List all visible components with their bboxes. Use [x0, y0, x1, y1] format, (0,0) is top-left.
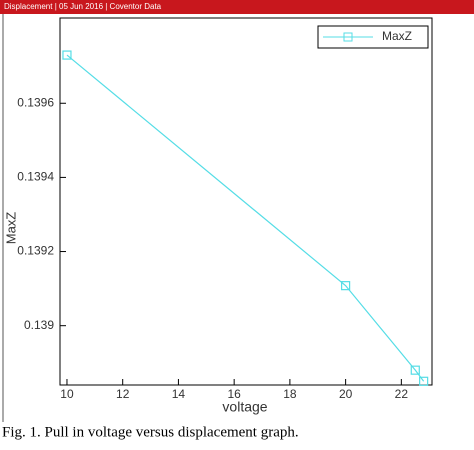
caption: Fig. 1. Pull in voltage versus displacem… — [2, 424, 299, 440]
x-tick-label: 18 — [283, 387, 297, 401]
x-tick-label: 16 — [227, 387, 241, 401]
y-tick-label: 0.1396 — [17, 95, 54, 109]
x-axis-label: voltage — [222, 399, 267, 415]
x-tick-label: 20 — [339, 387, 353, 401]
x-tick-label: 12 — [116, 387, 130, 401]
y-axis-label: MaxZ — [3, 212, 18, 245]
y-tick-label: 0.139 — [24, 318, 54, 332]
data-point — [341, 281, 351, 291]
data-line — [66, 54, 425, 382]
legend-label: MaxZ — [382, 29, 412, 43]
data-point — [419, 376, 429, 386]
data-point — [410, 365, 420, 375]
data-point — [62, 50, 72, 60]
x-tick-label: 14 — [172, 387, 186, 401]
x-tick-label: 22 — [395, 387, 409, 401]
y-tick-label: 0.1392 — [17, 244, 54, 258]
plot-frame — [59, 17, 433, 386]
header-bar — [0, 0, 474, 14]
y-tick-label: 0.1394 — [17, 170, 54, 184]
legend-marker — [343, 32, 353, 42]
header-text: Displacement | 05 Jun 2016 | Coventor Da… — [4, 2, 162, 11]
x-tick-label: 10 — [60, 387, 74, 401]
